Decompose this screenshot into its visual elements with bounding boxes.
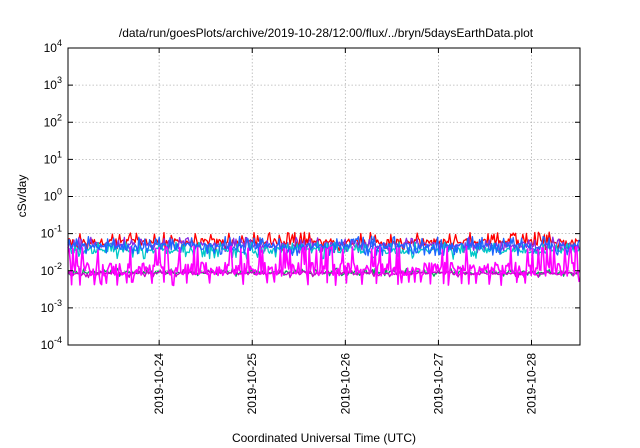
series-line — [67, 241, 580, 260]
y-axis: 10-4 10-3 10-2 10-1 100 101 102 103 104 — [41, 38, 580, 352]
y-tick-label: 104 — [44, 38, 62, 55]
y-tick-label: 10-2 — [41, 261, 62, 278]
y-tick-label: 101 — [44, 149, 62, 166]
y-tick-label: 10-4 — [41, 335, 62, 352]
y-axis-label: cSv/day — [15, 175, 29, 218]
grid — [68, 48, 580, 345]
x-axis-label: Coordinated Universal Time (UTC) — [232, 431, 416, 445]
series-line — [67, 231, 580, 252]
y-tick-label: 10-3 — [41, 298, 62, 315]
x-tick-label: 2019-10-26 — [338, 353, 352, 415]
series-group — [67, 231, 580, 287]
x-tick-label: 2019-10-28 — [525, 353, 539, 415]
y-tick-label: 102 — [44, 112, 62, 129]
x-tick-label: 2019-10-24 — [152, 353, 166, 415]
y-tick-label: 10-1 — [41, 224, 62, 241]
series-line — [67, 245, 580, 287]
x-axis: 2019-10-24 2019-10-25 2019-10-26 2019-10-27… — [152, 48, 539, 415]
x-tick-label: 2019-10-25 — [245, 353, 259, 415]
x-tick-label: 2019-10-27 — [431, 353, 445, 415]
y-tick-label: 103 — [44, 75, 62, 92]
y-tick-label: 100 — [44, 187, 62, 204]
chart-title: /data/run/goesPlots/archive/2019-10-28/1… — [119, 26, 534, 40]
series-line — [67, 235, 580, 257]
